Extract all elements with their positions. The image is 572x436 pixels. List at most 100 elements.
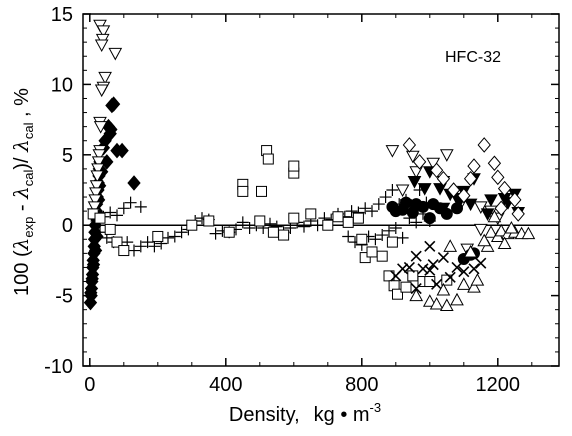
data-point-open-square — [359, 252, 371, 264]
data-point-open-square — [186, 219, 198, 231]
data-point-open-down-triangle — [405, 150, 420, 164]
y-title-minus: - — [11, 199, 33, 217]
data-point-plus — [236, 216, 249, 229]
data-point-open-square — [118, 245, 130, 257]
data-point-plus — [284, 222, 297, 235]
data-point-cross — [451, 261, 463, 274]
data-point-open-square — [322, 219, 334, 231]
x-tick-label: 400 — [209, 374, 242, 396]
data-point-open-square — [342, 216, 354, 228]
data-point-cross — [397, 263, 409, 275]
data-point-open-square — [237, 185, 249, 197]
data-point-open-down-triangle — [439, 149, 454, 162]
data-point-cross — [437, 252, 449, 264]
data-point-open-diamond — [402, 137, 417, 153]
y-tick-label: 10 — [51, 74, 73, 96]
data-point-plus — [372, 198, 385, 211]
data-point-plus — [366, 205, 378, 218]
data-point-cross — [403, 261, 415, 274]
data-point-open-square — [288, 212, 300, 224]
data-point-open-up-triangle — [521, 226, 536, 240]
data-point-filled-diamond — [84, 285, 98, 301]
data-point-open-diamond — [477, 137, 491, 153]
data-point-open-up-triangle — [429, 297, 444, 310]
y-tick-label: 0 — [62, 215, 73, 237]
data-point-open-diamond — [467, 158, 481, 174]
data-point-plus — [345, 205, 358, 218]
data-point-open-down-triangle — [89, 187, 103, 200]
data-point-open-up-triangle — [409, 288, 424, 302]
data-point-open-down-triangle — [395, 184, 410, 198]
data-point-plus — [311, 219, 324, 232]
data-point-plus — [117, 202, 130, 215]
data-point-plus — [369, 233, 382, 246]
data-point-filled-circle — [434, 202, 446, 215]
data-point-open-up-triangle — [477, 233, 492, 247]
data-point-open-square — [111, 236, 123, 248]
data-point-filled-diamond — [115, 142, 129, 159]
data-point-open-down-triangle — [96, 25, 111, 38]
x-axis-title: Density, kg • m-3 — [229, 400, 381, 426]
y-tick-label: 5 — [62, 145, 73, 167]
x-axis-title-exp: -3 — [370, 400, 382, 415]
data-point-plus — [168, 230, 181, 243]
y-axis-title: 100 (λexp - λcal)/ λcal , % — [9, 88, 36, 296]
data-point-open-square — [407, 270, 419, 282]
data-point-plus — [148, 240, 161, 253]
data-point-plus — [383, 224, 395, 237]
data-point-open-down-triangle — [89, 180, 104, 193]
data-point-plus — [111, 209, 123, 222]
data-point-plus — [141, 236, 154, 249]
data-point-open-diamond — [494, 200, 508, 217]
y-title-sub-exp: exp — [21, 217, 36, 238]
data-point-open-square — [332, 211, 344, 223]
data-point-open-square — [256, 185, 267, 197]
data-point-cross — [410, 250, 422, 262]
y-title-post: , % — [11, 88, 33, 123]
data-point-open-square — [392, 288, 403, 300]
data-point-filled-diamond — [104, 121, 118, 138]
data-point-filled-circle — [400, 196, 412, 209]
data-point-open-up-triangle — [439, 298, 454, 311]
data-point-plus — [243, 222, 256, 235]
data-point-open-square — [288, 160, 300, 172]
annotation-label: HFC-32 — [445, 49, 501, 66]
y-title-lambda1: λ — [9, 238, 33, 252]
data-point-open-diamond — [436, 170, 451, 187]
data-point-open-down-triangle — [90, 170, 105, 183]
y-title-lambda3: λ — [9, 139, 33, 153]
data-point-cross — [458, 266, 470, 278]
data-point-open-square — [352, 212, 364, 224]
data-point-open-up-triangle — [470, 273, 485, 286]
y-title-mid: )/ — [11, 152, 33, 170]
y-tick-label: -5 — [55, 286, 73, 308]
y-tick-label: 15 — [51, 4, 73, 26]
x-tick-label: 0 — [84, 374, 95, 396]
data-point-filled-down-triangle — [484, 194, 498, 207]
data-point-filled-diamond — [86, 256, 101, 273]
data-point-cross — [431, 278, 443, 290]
y-title-pre: 100 ( — [11, 250, 33, 296]
data-point-open-diamond — [446, 182, 461, 198]
data-point-open-down-triangle — [98, 71, 112, 85]
data-point-open-square — [223, 226, 235, 238]
data-point-open-square — [94, 212, 106, 224]
data-point-plus — [396, 231, 409, 244]
data-point-cross — [424, 240, 436, 252]
data-point-open-up-triangle — [422, 294, 437, 307]
data-point-filled-diamond — [106, 96, 121, 112]
data-point-open-down-triangle — [87, 201, 102, 214]
data-point-open-up-triangle — [504, 220, 519, 234]
data-point-filled-circle — [451, 202, 463, 215]
data-point-cross — [417, 263, 429, 275]
data-point-filled-down-triangle — [463, 198, 478, 212]
data-point-plus — [342, 230, 355, 243]
data-point-open-down-triangle — [93, 121, 108, 134]
data-point-open-up-triangle — [484, 225, 498, 238]
data-point-open-down-triangle — [91, 156, 106, 169]
data-point-open-diamond — [457, 187, 471, 204]
data-point-open-down-triangle — [94, 84, 109, 98]
data-point-open-down-triangle — [88, 194, 103, 207]
